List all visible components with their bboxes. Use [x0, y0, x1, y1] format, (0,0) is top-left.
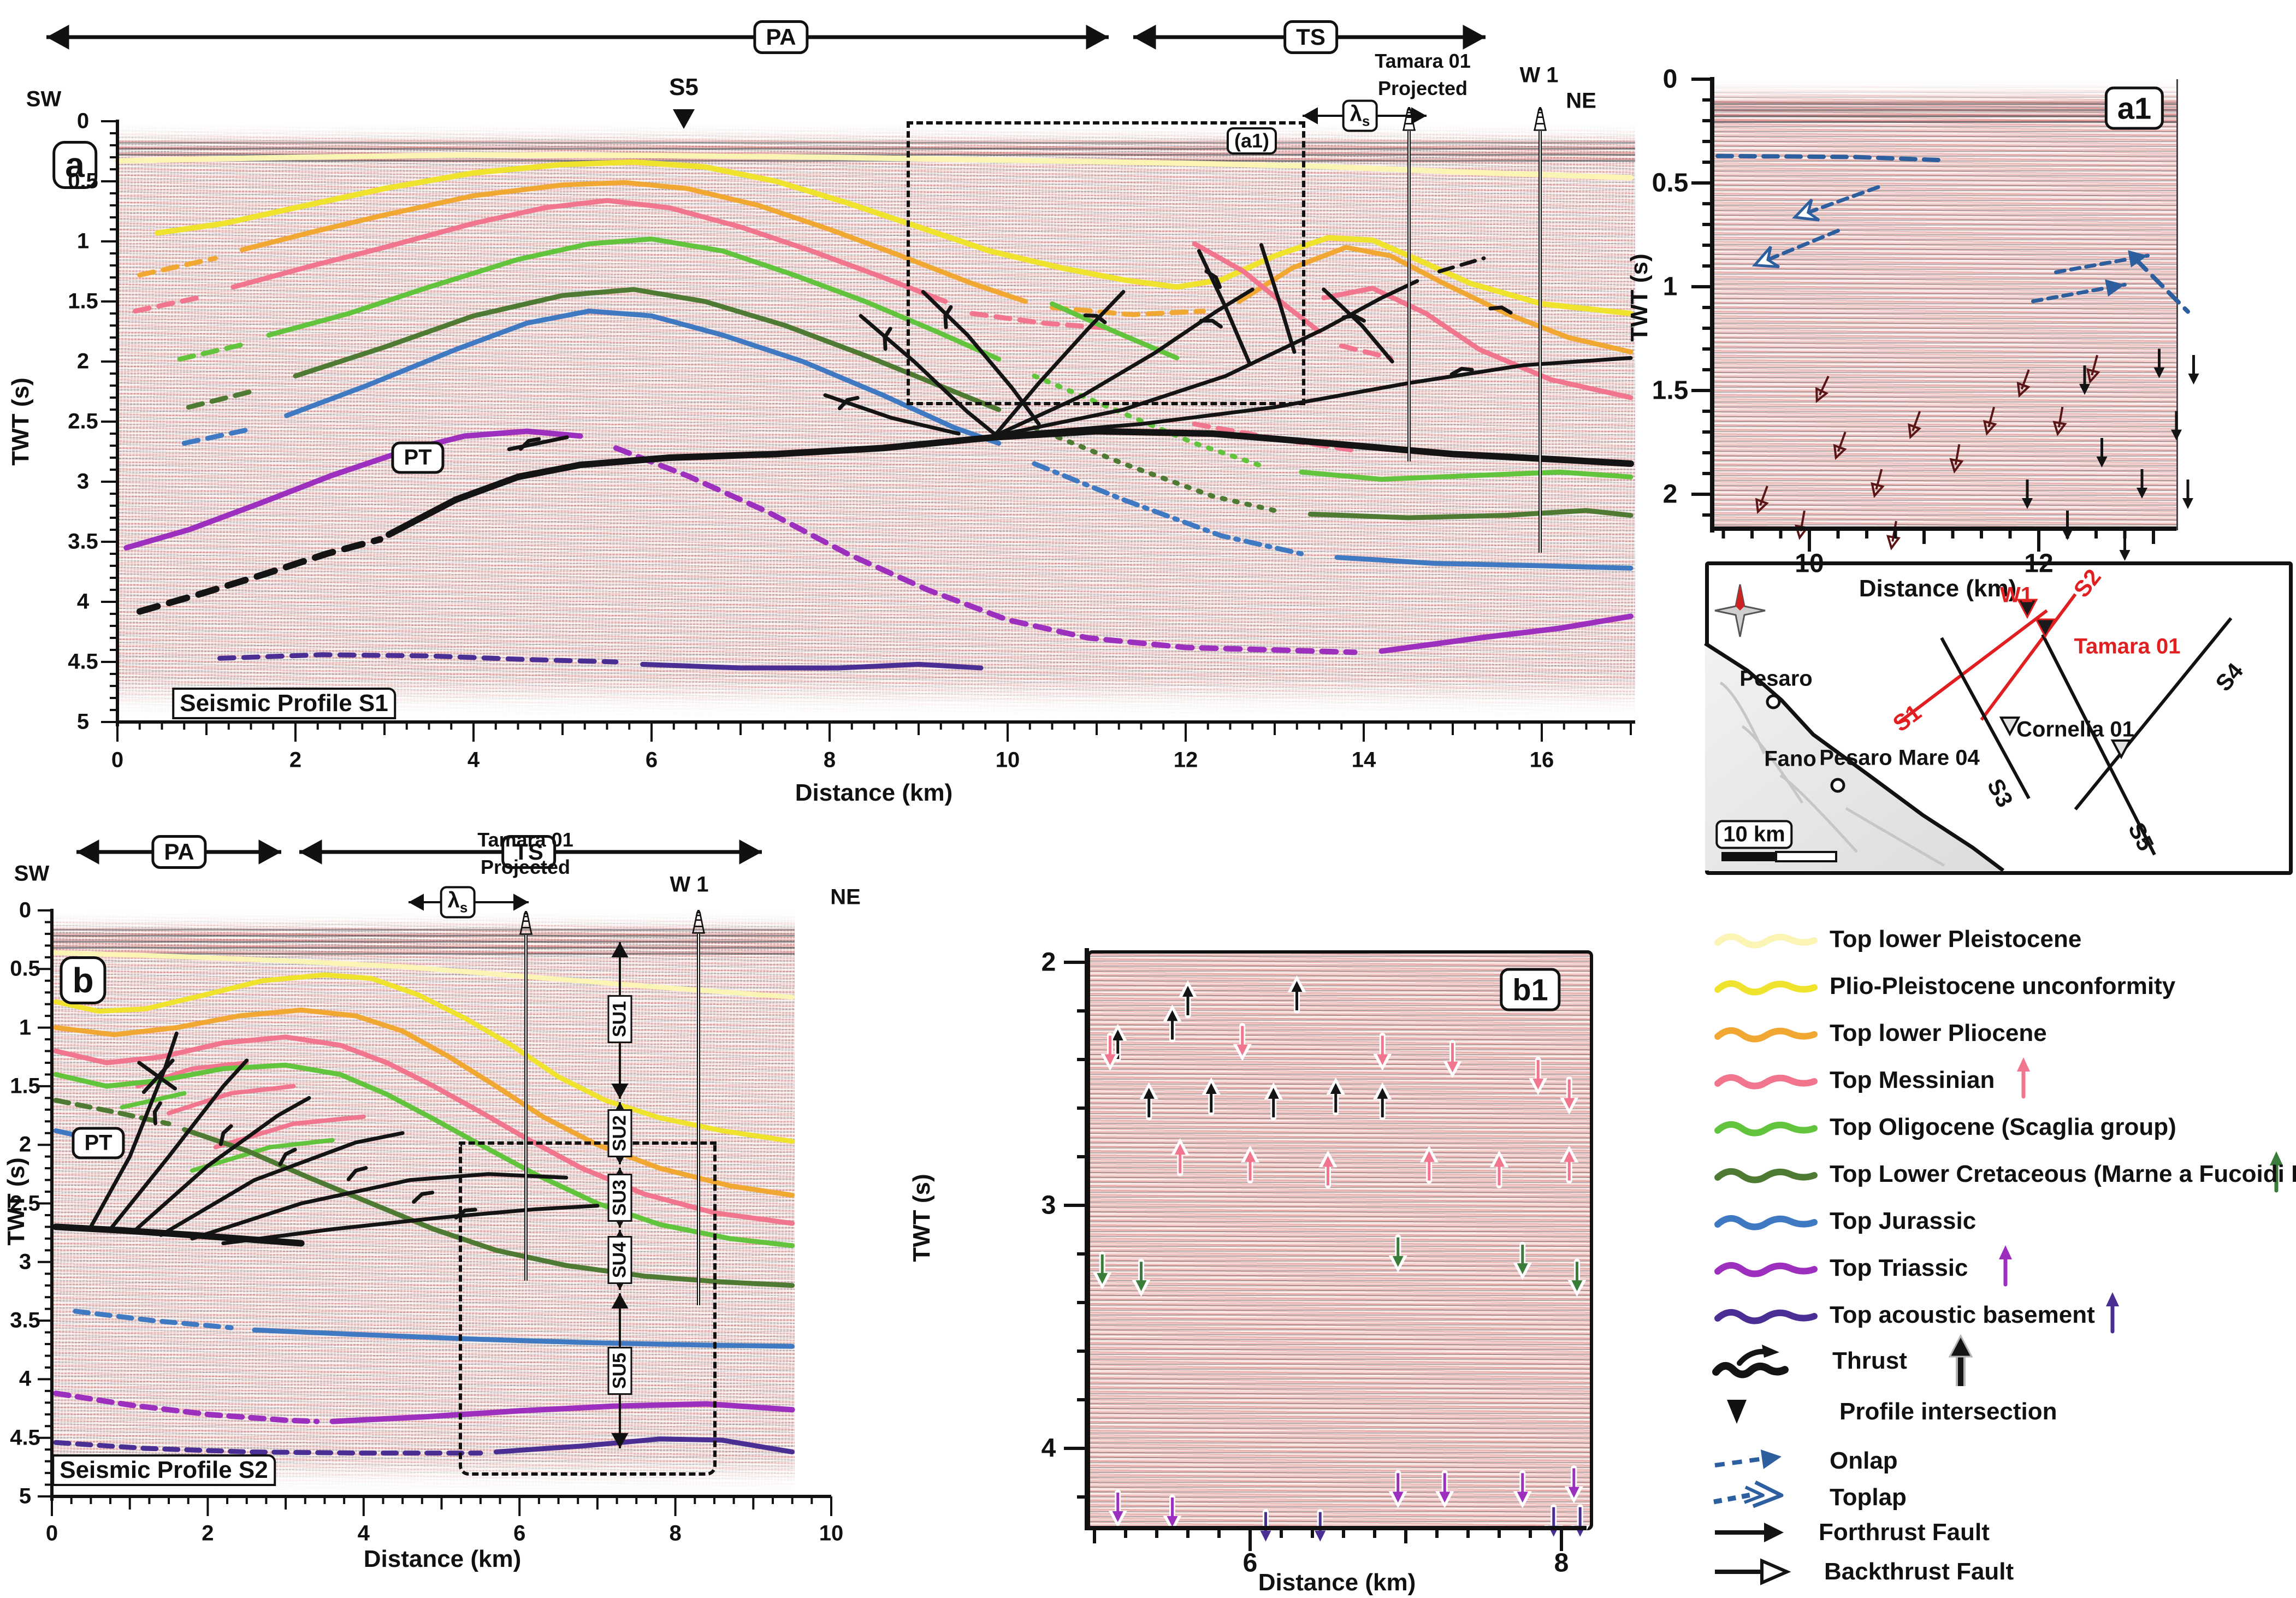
- legend-onlap: Onlap: [1830, 1447, 1898, 1474]
- direction-label-sw-a: SW: [26, 87, 62, 111]
- tick-label: 0: [1662, 64, 1678, 94]
- zone-label-ts-a: TS: [1283, 20, 1338, 54]
- tick-label: 0.5: [10, 956, 40, 981]
- tick-label: 4: [1041, 1434, 1056, 1463]
- x-axis-title-a: Distance (km): [795, 779, 953, 806]
- tick-label: 0: [19, 898, 32, 922]
- tick-label: 4: [357, 1521, 370, 1546]
- seismic-top-fade-a1: [1712, 79, 2176, 102]
- tick-label: 4: [76, 589, 90, 614]
- well-label-w1-a: W 1: [1519, 63, 1559, 87]
- legend-top-lower-pliocene: Top lower Pliocene: [1830, 1020, 2047, 1046]
- tick-label: 2: [1662, 480, 1678, 509]
- tick-label: 8: [1554, 1548, 1569, 1578]
- inset-a1-outline: [907, 121, 1305, 405]
- seismic-shallow-band-b: [52, 928, 795, 955]
- zone-label-pa-a: PA: [753, 20, 809, 54]
- direction-label-sw-b: SW: [14, 861, 50, 886]
- tick-label: 6: [1242, 1548, 1258, 1578]
- tick-label: 4: [19, 1366, 32, 1391]
- tick-label: 2: [19, 1132, 32, 1157]
- tick-label: 4: [467, 748, 480, 772]
- tick-label: 4.5: [68, 649, 98, 674]
- zone-label-pa-b: PA: [151, 835, 207, 869]
- tick-label: 0: [76, 109, 90, 133]
- well-label-tamara-b-line2: Projected: [480, 856, 571, 878]
- seismic-image-profile-s1: [117, 121, 1635, 722]
- y-axis-title-b: TWT (s): [3, 1157, 29, 1246]
- location-map: [1705, 561, 2293, 875]
- well-label-w1-b: W 1: [670, 872, 709, 897]
- tick-label: 3: [76, 469, 90, 494]
- tick-label: 10: [819, 1521, 844, 1546]
- legend-top-triassic: Top Triassic: [1830, 1254, 1968, 1281]
- zone-label-ts-b: TS: [501, 835, 556, 869]
- tick-label: 3: [1041, 1191, 1056, 1220]
- tick-label: 2.5: [10, 1191, 40, 1215]
- legend-profile-intersection: Profile intersection: [1839, 1398, 2057, 1425]
- tick-label: 3: [19, 1250, 32, 1274]
- tick-label: 1: [1662, 272, 1678, 301]
- profile-intersection-label-s5: S5: [669, 74, 699, 100]
- tick-label: 2: [289, 748, 302, 772]
- tick-label: 14: [1351, 748, 1376, 772]
- tick-label: 1: [19, 1015, 32, 1040]
- tick-label: 6: [513, 1521, 526, 1546]
- tick-label: 3.5: [68, 529, 98, 554]
- legend-top-lower-pleistocene: Top lower Pleistocene: [1830, 926, 2082, 952]
- tick-label: 5: [19, 1484, 32, 1508]
- seismic-image-inset-a1: [1712, 79, 2178, 530]
- x-axis-title-b1: Distance (km): [1258, 1569, 1416, 1596]
- tick-label: 0.5: [1652, 168, 1689, 198]
- x-axis-title-b: Distance (km): [363, 1546, 522, 1572]
- panel-letter-a: a: [52, 141, 97, 189]
- well-label-tamara-b-line1: Tamara 01: [477, 828, 573, 851]
- legend-top-messinian: Top Messinian: [1830, 1067, 1995, 1093]
- legend-top-oligocene: Top Oligocene (Scaglia group): [1830, 1114, 2176, 1140]
- y-axis-title-a: TWT (s): [7, 377, 34, 466]
- tick-label: 6: [645, 748, 658, 772]
- direction-label-ne-a: NE: [1566, 88, 1596, 113]
- legend-toplap: Toplap: [1830, 1484, 1907, 1511]
- tick-label: 1.5: [1652, 376, 1689, 405]
- tick-label: 2.5: [68, 409, 98, 434]
- tick-label: 8: [669, 1521, 682, 1546]
- legend-backthrust-fault: Backthrust Fault: [1824, 1558, 2014, 1585]
- y-axis-title-b1: TWT (s): [908, 1174, 935, 1262]
- well-label-tamara-a-line1: Tamara 01: [1375, 50, 1471, 72]
- tick-label: 2: [202, 1521, 214, 1546]
- tick-label: 2: [1041, 948, 1056, 977]
- legend-forthrust-fault: Forthrust Fault: [1819, 1519, 1990, 1546]
- seismic-bottom-fade-a: [117, 677, 1635, 722]
- legend-top-lower-cretaceous: Top Lower Cretaceous (Marne a Fucoidi Fm…: [1830, 1161, 2296, 1187]
- tick-label: 8: [823, 748, 836, 772]
- seismic-top-fade-b: [52, 910, 795, 932]
- tick-label: 0.5: [68, 169, 98, 193]
- legend-plio-pleistocene-unconformity: Plio-Pleistocene unconformity: [1830, 973, 2176, 999]
- well-label-tamara-a-line2: Projected: [1377, 77, 1468, 99]
- seismic-shallow-band-a1: [1712, 101, 2176, 123]
- tick-label: 5: [76, 709, 90, 734]
- tick-label: 16: [1529, 748, 1554, 772]
- legend-top-jurassic: Top Jurassic: [1830, 1208, 1977, 1234]
- legend-top-acoustic-basement: Top acoustic basement: [1830, 1301, 2095, 1328]
- tick-label: 1.5: [10, 1074, 40, 1098]
- seismic-image-inset-b1: [1087, 950, 1593, 1530]
- tick-label: 12: [1173, 748, 1198, 772]
- tick-label: 1.5: [68, 289, 98, 313]
- tick-label: 1: [76, 229, 90, 253]
- tick-label: 10: [995, 748, 1020, 772]
- legend-thrust: Thrust: [1832, 1347, 1907, 1374]
- direction-label-ne-b: NE: [830, 885, 861, 909]
- tick-label: 2: [76, 349, 90, 374]
- tick-label: 3.5: [10, 1308, 40, 1333]
- tick-label: 4.5: [10, 1425, 40, 1450]
- seismic-top-fade-a: [117, 121, 1635, 146]
- tick-label: 0: [111, 748, 124, 772]
- inset-b1-outline: [459, 1141, 717, 1476]
- tick-label: 0: [45, 1521, 58, 1546]
